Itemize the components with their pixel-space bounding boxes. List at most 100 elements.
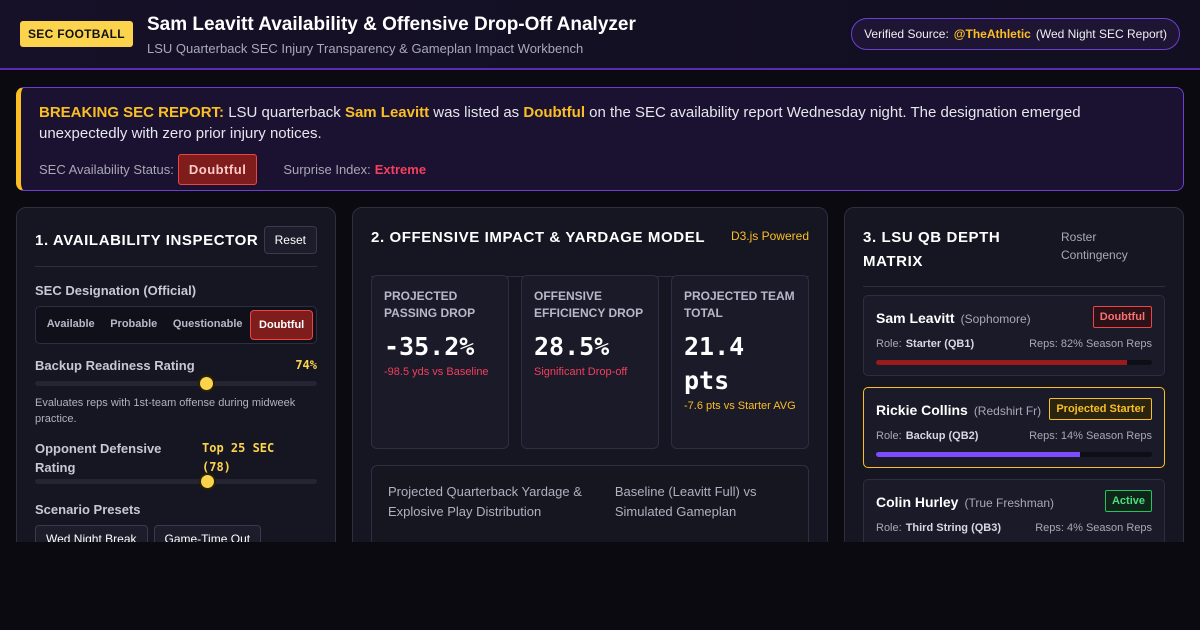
impact-panel: 2. OFFENSIVE IMPACT & YARDAGE MODEL D3.js… xyxy=(352,207,828,542)
rep-bar-fill xyxy=(876,360,1128,365)
alert-segment: Sam Leavitt xyxy=(344,104,430,121)
role-label: Role: xyxy=(876,522,902,534)
slider-thumb[interactable] xyxy=(199,473,216,490)
panel-title: 1. AVAILABILITY INSPECTOR xyxy=(35,231,259,249)
metric-sub: -98.5 yds vs Baseline xyxy=(384,366,489,378)
role-label: Role: xyxy=(876,430,902,442)
player-name-row: Sam Leavitt (Sophomore) xyxy=(876,306,1152,328)
alert-segment: BREAKING SEC REPORT: xyxy=(39,104,225,121)
panel-header: 1. AVAILABILITY INSPECTOR Reset xyxy=(35,226,317,267)
preset-button[interactable]: Game-Time Out xyxy=(153,525,262,542)
chart-subtitle: Baseline (Leavitt Full) vs Simulated Gam… xyxy=(614,484,757,519)
reset-button[interactable]: Reset xyxy=(263,226,317,254)
player-role: Role: Backup (QB2) xyxy=(876,430,978,442)
depth-panel: 3. LSU QB DEPTH MATRIX Roster Contingency… xyxy=(844,207,1184,542)
designation-option[interactable]: Probable xyxy=(110,318,158,330)
player-card[interactable]: Rickie Collins (Redshirt Fr) Projected Sta… xyxy=(863,387,1165,468)
role-value: Backup (QB2) xyxy=(905,430,979,442)
designation-control: Available Probable Questionable Doubtful xyxy=(35,306,317,344)
source-handle: @TheAthletic xyxy=(953,27,1031,41)
player-name: Rickie Collins xyxy=(876,402,968,418)
player-name-row: Rickie Collins (Redshirt Fr) xyxy=(876,398,1152,420)
designation-option[interactable]: Available xyxy=(46,318,95,330)
surprise-label: Surprise Index: xyxy=(283,162,371,177)
metric-label: PROJECTED PASSING DROP xyxy=(384,289,476,320)
designation-label: SEC Designation (Official) xyxy=(35,283,197,298)
metric-label: OFFENSIVE EFFICIENCY DROP xyxy=(534,289,644,320)
panel-header: 2. OFFENSIVE IMPACT & YARDAGE MODEL D3.js… xyxy=(371,226,809,277)
status-label: SEC Availability Status: xyxy=(39,162,174,177)
alert-segment: Doubtful xyxy=(523,104,585,121)
backup-value: 74% xyxy=(295,358,317,372)
designation-option[interactable]: Doubtful xyxy=(250,310,313,340)
player-card[interactable]: Colin Hurley (True Freshman) Active Role: Th… xyxy=(863,479,1165,542)
badge: SEC FOOTBALL xyxy=(20,21,133,47)
panel-tag: D3.js Powered xyxy=(730,229,809,243)
status-pill: Doubtful xyxy=(177,154,258,185)
presets-label: Scenario Presets xyxy=(35,502,141,517)
player-status: Projected Starter xyxy=(1049,398,1152,420)
metric-sub: -7.6 pts vs Starter AVG xyxy=(684,400,796,412)
metric-value: -35.2% xyxy=(384,332,475,361)
presets-row: Wed Night Break Game-Time Out xyxy=(35,525,317,542)
player-class: (True Freshman) xyxy=(964,496,1055,510)
player-reps: Reps: 14% Season Reps xyxy=(1029,430,1152,442)
backup-slider[interactable] xyxy=(35,375,317,392)
player-role: Role: Starter (QB1) xyxy=(876,338,974,350)
metric-card: PROJECTED TEAM TOTAL 21.4 pts -7.6 pts vs … xyxy=(671,275,809,449)
panel-title: 3. LSU QB DEPTH MATRIX xyxy=(863,229,1001,270)
chart-card: Projected Quarterback Yardage & Explosiv… xyxy=(371,465,809,542)
player-status: Active xyxy=(1104,490,1152,512)
subtitle: LSU Quarterback SEC Injury Transparency … xyxy=(147,41,584,56)
source-pill: Verified Source: @TheAthletic (Wed Night S… xyxy=(851,18,1180,50)
player-name: Sam Leavitt xyxy=(876,310,955,326)
rep-bar xyxy=(876,452,1152,457)
player-class: (Sophomore) xyxy=(960,312,1031,326)
backup-label: Backup Readiness Rating xyxy=(35,358,195,373)
player-role-row: Role: Backup (QB2) Reps: 14% Season Reps xyxy=(876,430,1152,442)
metric-card: PROJECTED PASSING DROP -35.2% -98.5 yds vs… xyxy=(371,275,509,449)
player-reps: Reps: 82% Season Reps xyxy=(1029,338,1152,350)
preset-button[interactable]: Wed Night Break xyxy=(35,525,148,542)
player-card[interactable]: Sam Leavitt (Sophomore) Doubtful Role: Start… xyxy=(863,295,1165,376)
title: Sam Leavitt Availability & Offensive Dro… xyxy=(147,14,636,35)
backup-help: Evaluates reps with 1st-team offense dur… xyxy=(35,397,296,425)
opponent-slider[interactable] xyxy=(35,473,317,490)
player-name-row: Colin Hurley (True Freshman) xyxy=(876,490,1152,512)
role-value: Third String (QB3) xyxy=(905,522,1002,534)
slider-thumb[interactable] xyxy=(198,375,215,392)
source-note: (Wed Night SEC Report) xyxy=(1035,27,1167,41)
alert-text: BREAKING SEC REPORT: LSU quarterback Sam… xyxy=(39,102,1165,144)
metric-label: PROJECTED TEAM TOTAL xyxy=(684,289,795,320)
player-reps: Reps: 4% Season Reps xyxy=(1035,522,1152,534)
alert-segment: LSU quarterback xyxy=(224,104,345,121)
header: SEC FOOTBALL Sam Leavitt Availability & O… xyxy=(0,0,1200,70)
opponent-label: Opponent Defensive Rating xyxy=(35,441,162,475)
role-label: Role: xyxy=(876,338,902,350)
metric-value: 28.5% xyxy=(534,332,610,361)
player-role-row: Role: Starter (QB1) Reps: 82% Season Reps xyxy=(876,338,1152,350)
alert-banner: BREAKING SEC REPORT: LSU quarterback Sam… xyxy=(16,87,1184,191)
status-row: SEC Availability Status: Doubtful Surprise… xyxy=(39,154,1165,185)
rep-bar-fill xyxy=(876,452,1081,457)
surprise-value: Extreme xyxy=(374,162,427,177)
chart-title: Projected Quarterback Yardage & Explosiv… xyxy=(388,484,582,519)
metric-sub: Significant Drop-off xyxy=(534,366,628,378)
role-value: Starter (QB1) xyxy=(905,338,975,350)
alert-segment: was listed as xyxy=(429,104,524,121)
panel-title: 2. OFFENSIVE IMPACT & YARDAGE MODEL xyxy=(371,229,706,246)
player-role-row: Role: Third String (QB3) Reps: 4% Season R… xyxy=(876,522,1152,534)
panel-header: 3. LSU QB DEPTH MATRIX Roster Contingency xyxy=(863,226,1165,287)
rep-bar xyxy=(876,360,1152,365)
inspector-panel: 1. AVAILABILITY INSPECTOR Reset SEC Design… xyxy=(16,207,336,542)
player-class: (Redshirt Fr) xyxy=(973,404,1042,418)
source-label: Verified Source: xyxy=(864,27,949,41)
metric-card: OFFENSIVE EFFICIENCY DROP 28.5% Significan… xyxy=(521,275,659,449)
chart-header: Projected Quarterback Yardage & Explosiv… xyxy=(388,482,792,522)
opponent-value: Top 25 SEC (78) xyxy=(202,441,275,474)
player-role: Role: Third String (QB3) xyxy=(876,522,1001,534)
designation-option[interactable]: Questionable xyxy=(172,318,243,330)
alert-segment: on the SEC availability report Wednesday… xyxy=(39,104,1085,142)
opponent-row: Opponent Defensive Rating Top 25 SEC (78) xyxy=(35,439,317,477)
